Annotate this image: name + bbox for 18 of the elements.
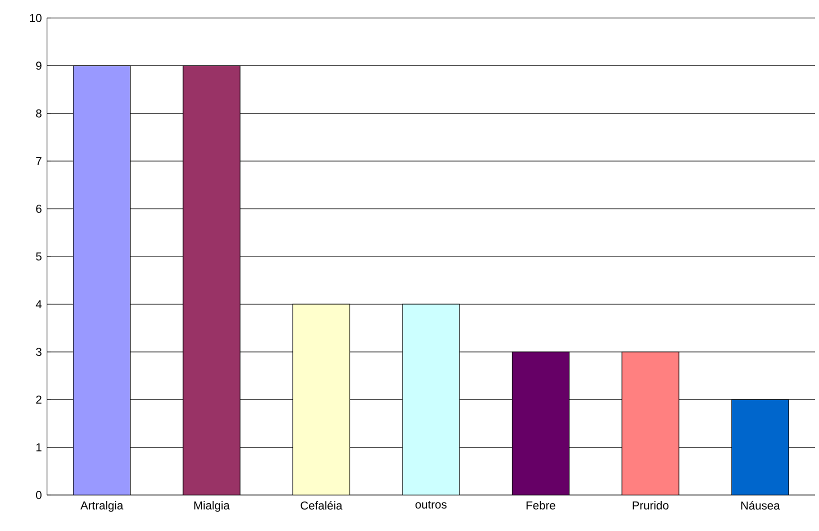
x-tick-label: Febre — [526, 501, 556, 510]
y-tick-label: 1 — [36, 443, 42, 452]
x-tick-label: Náusea — [741, 501, 780, 510]
x-tick-label: Artralgia — [80, 501, 124, 512]
x-tick-label: outros — [416, 501, 447, 509]
x-tick-label: Prurido — [632, 501, 668, 510]
y-tick-label: 8 — [36, 109, 42, 118]
y-tick-label: 9 — [36, 62, 42, 70]
y-tick-label: 0 — [36, 490, 42, 500]
y-tick-label: 6 — [36, 204, 42, 213]
y-tick-label: 2 — [36, 396, 42, 404]
x-tick-label: Cefaléia — [300, 501, 342, 510]
y-tick-label: 10 — [30, 14, 42, 22]
y-tick-label: 4 — [36, 300, 42, 308]
y-tick-label: 7 — [36, 157, 42, 166]
y-tick-label: 5 — [36, 252, 42, 261]
y-tick-label: 3 — [36, 348, 42, 356]
x-tick-label: Mialgia — [194, 501, 230, 512]
